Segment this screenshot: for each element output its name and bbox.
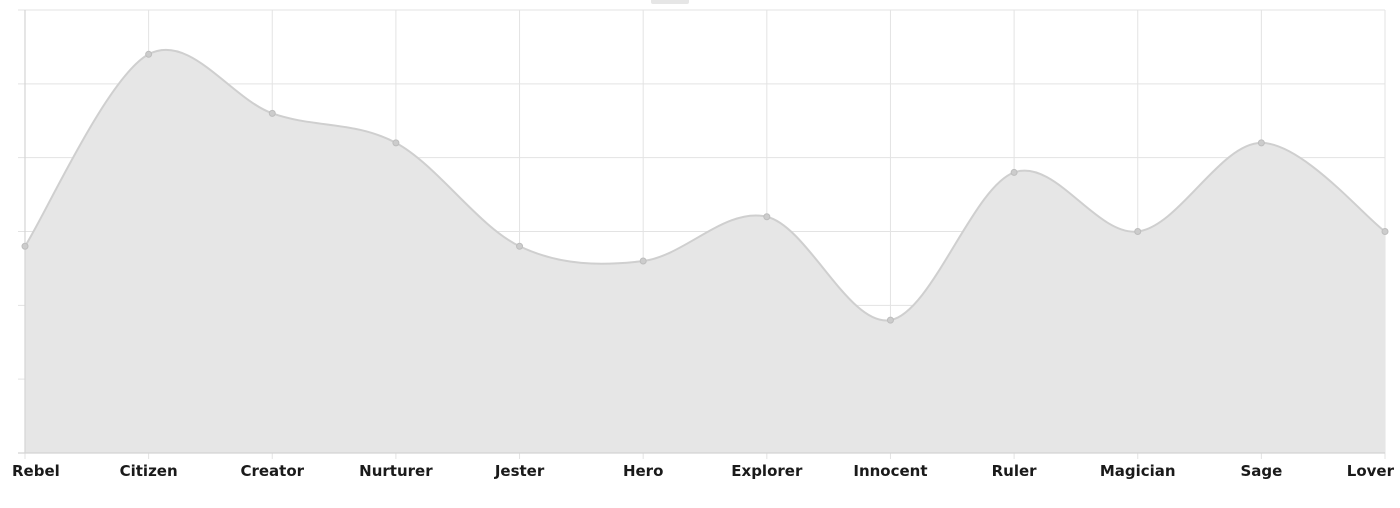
legend-swatch[interactable] [651,0,689,4]
data-point-sage[interactable] [1257,139,1265,147]
x-tick-label: Rebel [12,462,60,480]
x-tick-label: Lover [1347,462,1395,480]
x-tick-label: Jester [494,462,545,480]
x-tick-label: Ruler [992,462,1038,480]
data-point-creator[interactable] [268,109,276,117]
x-tick-label: Creator [240,462,304,480]
data-points [21,50,1389,324]
x-tick-labels: Rebel Citizen Creator Nurturer Jester Hero Exp… [12,462,1395,480]
data-point-jester[interactable] [516,242,524,250]
data-point-hero[interactable] [639,257,647,265]
x-tick-label: Citizen [120,462,178,480]
data-point-rebel[interactable] [21,242,29,250]
x-tick-label: Nurturer [359,462,433,480]
series-area [25,49,1385,453]
x-tick-label: Sage [1240,462,1282,480]
x-tick-label: Hero [623,462,663,480]
x-tick-label: Explorer [731,462,803,480]
data-point-citizen[interactable] [145,50,153,58]
data-point-nurturer[interactable] [392,139,400,147]
data-point-magician[interactable] [1134,228,1142,235]
x-tick-label: Innocent [853,462,927,480]
series-line [24,48,1386,322]
data-point-innocent[interactable] [886,316,894,324]
data-point-ruler[interactable] [1010,168,1018,176]
data-point-lover[interactable] [1381,228,1389,235]
x-tick-label: Magician [1100,462,1176,480]
data-point-explorer[interactable] [763,213,771,221]
